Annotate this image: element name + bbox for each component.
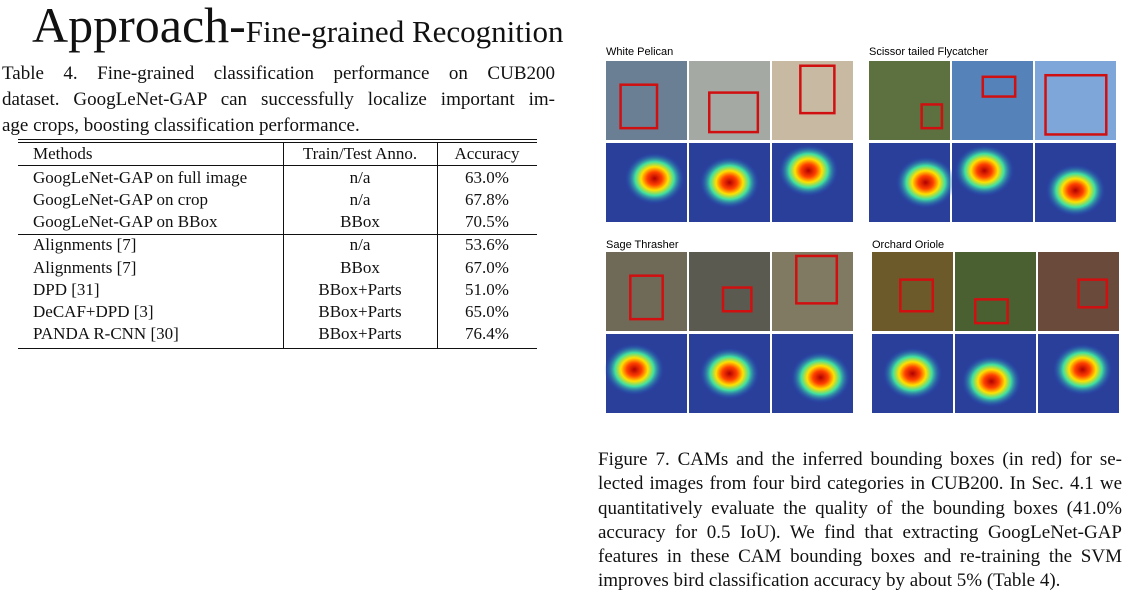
- cam-heat: [790, 351, 851, 404]
- bbox: [981, 75, 1017, 98]
- photo: [772, 252, 853, 331]
- figure: White Pelican Scissor tailed Flycatcher Sa…: [604, 46, 1119, 413]
- subtitle: Fine-grained Recognition: [245, 14, 564, 49]
- photo: [689, 61, 770, 140]
- photo: [1035, 61, 1116, 140]
- table-cell: BBox+Parts: [318, 302, 402, 321]
- cam-heat: [699, 156, 760, 209]
- cam-heat: [778, 144, 839, 197]
- bbox: [899, 278, 934, 313]
- cam-heat: [961, 355, 1022, 408]
- bbox: [795, 254, 839, 305]
- bbox: [708, 91, 760, 134]
- cam-heat: [895, 156, 956, 209]
- photo: [952, 61, 1033, 140]
- caption-line: lected images from four bird categories …: [598, 473, 1122, 495]
- table-cell: 63.0%: [465, 168, 509, 187]
- caption-line: features in these CAM bounding boxes and…: [598, 546, 1122, 568]
- cam-heat: [604, 343, 665, 396]
- table-cell: n/a: [349, 190, 371, 209]
- table-cell: BBox+Parts: [318, 280, 402, 299]
- table-cell: 67.0%: [465, 258, 509, 277]
- photo: [772, 61, 853, 140]
- photo: [689, 252, 770, 331]
- table-cell: BBox: [340, 258, 380, 277]
- title-block: Approach-Fine-grained Recognition: [32, 0, 563, 54]
- caption-line: dataset. GoogLeNet-GAP can successfully …: [2, 89, 555, 110]
- cam-heat: [624, 152, 685, 205]
- table-cell: 76.4%: [465, 324, 509, 343]
- table-cell: n/a: [349, 168, 371, 187]
- table-cell: 65.0%: [465, 302, 509, 321]
- bbox: [974, 298, 1009, 325]
- caption-line: Figure 7. CAMs and the inferred bounding…: [598, 449, 1122, 470]
- group-label: Scissor tailed Flycatcher: [869, 46, 989, 58]
- group-label: White Pelican: [606, 46, 673, 58]
- table-cell: Alignments [7]: [33, 258, 137, 277]
- table-cell: 53.6%: [465, 235, 509, 254]
- table-cell: DeCAF+DPD [3]: [33, 302, 154, 321]
- cam-heat: [699, 347, 760, 400]
- caption-line: Table 4. Fine-grained classification per…: [2, 63, 555, 84]
- table-cell: Alignments [7]: [33, 235, 137, 254]
- bbox: [619, 83, 659, 130]
- rule: [18, 234, 537, 235]
- rule: [18, 142, 537, 143]
- table-cell: DPD [31]: [33, 280, 100, 299]
- rule: [437, 142, 438, 348]
- figure-caption: Figure 7. CAMs and the inferred bounding…: [598, 448, 1122, 594]
- caption-line: quantitatively evaluate the quality of t…: [598, 497, 1122, 519]
- table-cell: GoogLeNet-GAP on BBox: [33, 212, 218, 231]
- group-label: Sage Thrasher: [606, 239, 679, 251]
- caption-line: accuracy for 0.5 IoU). We find that extr…: [598, 521, 1122, 543]
- caption-line: age crops, boosting classification perfo…: [2, 115, 360, 136]
- rule: [283, 142, 284, 348]
- photo: [869, 61, 950, 140]
- bbox: [629, 274, 664, 321]
- bbox: [920, 103, 944, 130]
- cam-heat: [1052, 343, 1113, 396]
- table-caption: Table 4. Fine-grained classification per…: [2, 61, 555, 139]
- bbox: [799, 64, 836, 115]
- rule: [18, 139, 537, 140]
- group-label: Orchard Oriole: [872, 239, 944, 251]
- table-cell: BBox+Parts: [318, 324, 402, 343]
- table-cell: Accuracy: [454, 144, 520, 163]
- table-cell: 70.5%: [465, 212, 509, 231]
- rule: [18, 165, 537, 166]
- table-cell: Train/Test Anno.: [302, 144, 418, 163]
- photo: [606, 252, 687, 331]
- cam-heat: [882, 347, 943, 400]
- bbox: [1044, 73, 1108, 136]
- table-cell: 67.8%: [465, 190, 509, 209]
- table-cell: Methods: [33, 144, 93, 163]
- table-cell: BBox: [340, 212, 380, 231]
- photo: [955, 252, 1036, 331]
- title: Approach-: [32, 0, 246, 53]
- caption-line: improves bird classification accuracy by…: [598, 570, 1061, 592]
- photo: [872, 252, 953, 331]
- cam-heat: [954, 144, 1015, 197]
- rule: [18, 348, 537, 349]
- bbox: [721, 286, 753, 313]
- table-cell: PANDA R-CNN [30]: [33, 324, 179, 343]
- cam-heat: [1045, 164, 1106, 217]
- table-cell: GoogLeNet-GAP on crop: [33, 190, 208, 209]
- table-cell: n/a: [349, 235, 371, 254]
- bbox: [1077, 278, 1109, 309]
- table-cell: 51.0%: [465, 280, 509, 299]
- table-cell: GoogLeNet-GAP on full image: [33, 168, 248, 187]
